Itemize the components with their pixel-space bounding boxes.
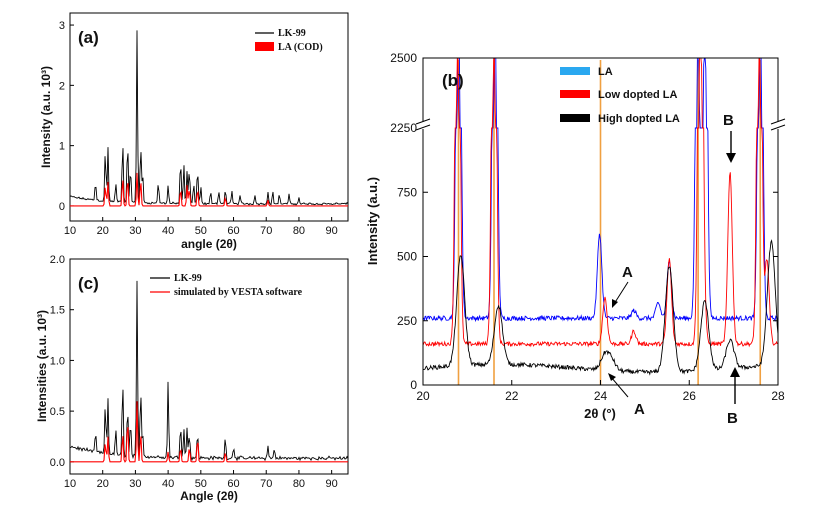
panel-a-xtick-label: 50 <box>195 225 207 237</box>
panel-b-legend-low: Low dopted LA <box>598 89 677 101</box>
panel-a-xtick-label: 70 <box>260 225 272 237</box>
panel-c-series-reference <box>70 401 348 463</box>
panel-a-ytick-label: 3 <box>59 20 65 32</box>
panel-a-series-lk99 <box>69 30 349 206</box>
panel-a-frame <box>69 12 349 222</box>
panel-c-xtick-label: 20 <box>97 478 109 490</box>
panel-b-legend-la: LA <box>598 66 613 78</box>
panel-a-series <box>69 30 349 207</box>
panel-b-series <box>422 57 779 385</box>
panel-b-ytick-label: 0 <box>410 378 417 392</box>
panel-a-xtick-label: 80 <box>293 225 305 237</box>
panel-a-xtick-label: 30 <box>129 225 141 237</box>
panel-a-ylabel: Intensity (a.u. 10³) <box>39 66 53 168</box>
panel-c-xtick-label: 90 <box>326 478 338 490</box>
panel-c-xtick-label: 40 <box>162 478 174 490</box>
panel-b-chart: 20 22 24 26 28 0 250 500 750 2250 2500 (b) LA Low … <box>365 51 786 427</box>
panel-a-ytick-label: 1 <box>59 141 65 153</box>
annotation-b-upper-arrowhead <box>726 153 736 163</box>
panel-a-xtick-label: 40 <box>162 225 174 237</box>
panel-b-xtick-label: 28 <box>771 389 785 403</box>
panel-b-ytick-label: 750 <box>397 185 417 199</box>
panel-a-legend-lk99: LK-99 <box>278 28 306 39</box>
panel-b-legend-swatch-low <box>560 90 590 98</box>
annotation-a-lower: A <box>634 401 645 418</box>
panel-b-ytick-label: 2250 <box>390 121 417 135</box>
panel-a-xtick-label: 20 <box>97 225 109 237</box>
panel-b-series-high-doped <box>422 239 779 376</box>
panel-b-ticks: 20 22 24 26 28 0 250 500 750 2250 2500 <box>390 51 785 403</box>
panel-b-ytick-label: 2500 <box>390 51 417 65</box>
axis-break-gap-right <box>773 122 783 129</box>
panel-b-ytick-label: 250 <box>397 314 417 328</box>
axis-break-mark-right-2 <box>770 124 786 131</box>
panel-b-axis-break <box>415 118 786 131</box>
panel-c-xlabel: Angle (2θ) <box>180 489 238 503</box>
axis-break-mark-right-1 <box>770 118 786 125</box>
panel-c-xtick-label: 30 <box>129 478 141 490</box>
panel-c-series-lk99 <box>69 280 349 462</box>
panel-a-chart: 10 20 30 40 50 60 70 80 90 0 1 2 3 (a) LK-99 LA (COD… <box>39 12 349 251</box>
panel-a-ytick-label: 2 <box>59 80 65 92</box>
annotation-a-upper: A <box>622 264 633 281</box>
panel-c-series <box>69 280 349 463</box>
panel-a-legend-la: LA (COD) <box>278 42 323 53</box>
panel-b-legend-swatch-la <box>560 67 590 75</box>
panel-a-xtick-label: 90 <box>326 225 338 237</box>
panel-a-xtick-label: 60 <box>227 225 239 237</box>
panel-c-legend-lk99: LK-99 <box>174 273 202 284</box>
panel-b-label: (b) <box>442 71 464 90</box>
panel-c-ytick-label: 2.0 <box>50 254 65 266</box>
panel-b-ytick-label: 500 <box>397 250 417 264</box>
panel-c-ylabel: Intensities (a.u. 10³) <box>35 310 49 422</box>
panel-b-xtick-label: 20 <box>416 389 430 403</box>
panel-b-xtick-label: 22 <box>505 389 519 403</box>
panel-c-xtick-label: 50 <box>195 478 207 490</box>
panel-a-series-reference <box>70 172 348 207</box>
panel-a-ticks: 10 20 30 40 50 60 70 80 90 0 1 2 3 <box>59 20 338 237</box>
panel-a-xtick-label: 10 <box>64 225 76 237</box>
panel-c-ytick-label: 1.0 <box>50 355 65 367</box>
panel-b-legend-high: High dopted LA <box>598 113 680 125</box>
annotation-b-upper: B <box>723 112 734 129</box>
annotation-b-lower: B <box>727 410 738 427</box>
panel-b-xtick-label: 26 <box>683 389 697 403</box>
panel-c-label: (c) <box>78 274 99 293</box>
panel-a-legend-swatch-la <box>255 42 274 51</box>
panel-a-ytick-label: 0 <box>59 201 65 213</box>
panel-c-legend-vesta: simulated by VESTA software <box>174 287 303 298</box>
panel-c-frame <box>69 258 349 475</box>
panel-a-label: (a) <box>78 28 99 47</box>
annotation-a-lower-arrow <box>610 376 629 398</box>
annotation-b-lower-arrowhead <box>730 367 740 377</box>
annotation-a-upper-arrowhead <box>612 299 618 308</box>
panel-a-xlabel: angle (2θ) <box>181 237 237 251</box>
axis-break-mark-left-2 <box>415 124 431 131</box>
panel-b-ylabel: Intensity (a.u.) <box>365 177 380 265</box>
axis-break-gap-left <box>418 122 428 129</box>
panel-b-legend-swatch-high <box>560 114 590 122</box>
panel-b-series-low-doped <box>422 57 779 348</box>
panel-c-ytick-label: 0.0 <box>50 457 65 469</box>
panel-b-xtick-label: 24 <box>594 389 608 403</box>
panel-c-xtick-label: 70 <box>260 478 272 490</box>
panel-b-series-la <box>422 57 779 323</box>
panel-c-xtick-label: 80 <box>293 478 305 490</box>
annotation-a-lower-arrowhead <box>608 373 616 381</box>
panel-b-xlabel: 2θ (°) <box>584 406 616 421</box>
panel-c-xtick-label: 10 <box>64 478 76 490</box>
axis-break-mark-left-1 <box>415 118 431 125</box>
panel-c-xtick-label: 60 <box>227 478 239 490</box>
annotation-a-upper-arrow <box>613 281 629 305</box>
panel-c-ytick-label: 1.5 <box>50 305 65 317</box>
panel-c-ticks: 10 20 30 40 50 60 70 80 90 0.0 0.5 1.0 1.5 2.0 <box>50 254 338 490</box>
panel-c-chart: 10 20 30 40 50 60 70 80 90 0.0 0.5 1.0 1.5 2.0 (c) LK… <box>35 254 349 503</box>
panel-c-ytick-label: 0.5 <box>50 406 65 418</box>
